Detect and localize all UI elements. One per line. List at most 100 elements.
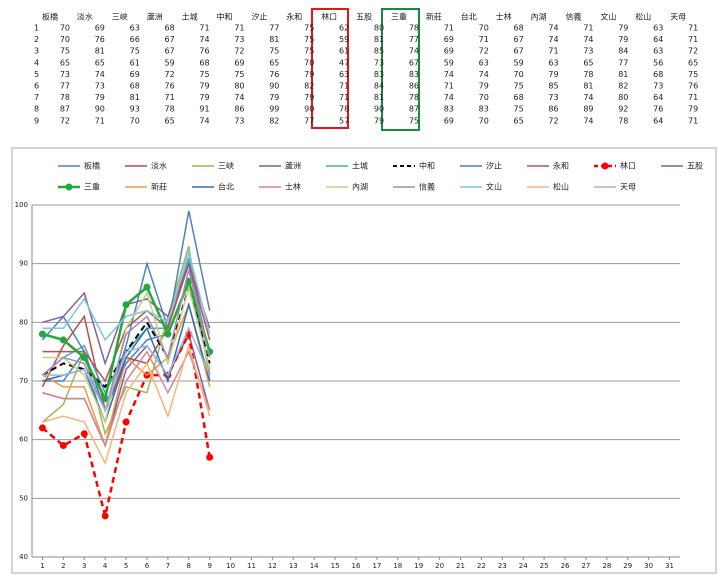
table-cell: 79 — [304, 70, 314, 79]
table-cell: 81 — [583, 82, 593, 91]
row-label: 8 — [34, 105, 39, 114]
table-cell: 56 — [653, 58, 663, 67]
column-header: 土城 — [182, 12, 198, 22]
column-header: 永和 — [286, 12, 302, 22]
data-point — [164, 330, 172, 338]
series-line — [42, 326, 211, 413]
x-tick-label: 7 — [166, 562, 170, 570]
table-cell: 77 — [60, 82, 70, 91]
table-cell: 76 — [688, 82, 698, 91]
series-line — [42, 249, 211, 342]
table-cell: 75 — [130, 47, 140, 56]
table-cell: 71 — [339, 82, 349, 91]
x-tick-label: 22 — [477, 562, 486, 570]
table-cell: 77 — [409, 35, 419, 44]
table-cell: 86 — [409, 82, 419, 91]
x-tick-label: 1 — [40, 562, 44, 570]
table-cell: 65 — [269, 58, 279, 67]
table-cell: 59 — [514, 58, 524, 67]
table-cell: 70 — [479, 24, 489, 33]
table-cell: 81 — [130, 93, 140, 102]
table-cell: 74 — [548, 24, 558, 33]
table-cell: 79 — [199, 82, 209, 91]
x-tick-label: 8 — [187, 562, 191, 570]
table-cell: 71 — [444, 24, 454, 33]
table-cell: 79 — [199, 93, 209, 102]
data-point — [38, 424, 46, 432]
table-cell: 86 — [548, 105, 558, 114]
legend-label: 台北 — [218, 182, 234, 192]
table-cell: 67 — [409, 58, 419, 67]
table-cell: 47 — [339, 58, 349, 67]
x-tick-label: 29 — [623, 562, 632, 570]
table-cell: 81 — [374, 35, 384, 44]
y-tick-label: 100 — [15, 201, 28, 209]
table-cell: 74 — [199, 116, 209, 125]
table-cell: 73 — [95, 82, 105, 91]
x-tick-label: 20 — [435, 562, 444, 570]
table-cell: 90 — [304, 105, 314, 114]
row-label: 9 — [34, 116, 39, 125]
y-tick-label: 50 — [19, 494, 28, 502]
table-cell: 59 — [444, 58, 454, 67]
series-line — [42, 343, 211, 466]
data-point — [38, 330, 46, 338]
legend-label: 天母 — [620, 183, 636, 192]
table-cell: 80 — [618, 93, 628, 102]
table-cell: 75 — [304, 47, 314, 56]
x-tick-label: 15 — [331, 562, 340, 570]
table-cell: 72 — [60, 116, 70, 125]
x-tick-label: 28 — [602, 562, 611, 570]
table-cell: 75 — [234, 70, 244, 79]
table-cell: 84 — [618, 47, 628, 56]
table-cell: 73 — [234, 116, 244, 125]
column-header: 天母 — [670, 13, 686, 22]
x-tick-label: 6 — [145, 562, 150, 570]
table-cell: 78 — [618, 116, 628, 125]
data-point — [122, 418, 130, 426]
table-cell: 75 — [269, 47, 279, 56]
table-cell: 82 — [304, 82, 314, 91]
x-tick-label: 5 — [124, 562, 128, 570]
table-cell: 81 — [269, 35, 279, 44]
table-cell: 78 — [583, 70, 593, 79]
column-header: 三重 — [391, 12, 407, 22]
data-point — [122, 301, 130, 309]
table-cell: 63 — [653, 24, 663, 33]
series-line — [42, 349, 211, 448]
data-point — [59, 336, 67, 344]
legend-label: 士林 — [285, 182, 301, 192]
x-tick-label: 21 — [456, 562, 465, 570]
table-cell: 79 — [374, 116, 384, 125]
table-cell: 71 — [199, 24, 209, 33]
table-cell: 67 — [514, 47, 524, 56]
table-cell: 79 — [269, 93, 279, 102]
row-label: 4 — [34, 58, 39, 67]
table-cell: 68 — [130, 82, 140, 91]
column-header: 內湖 — [531, 13, 547, 22]
table-cell: 75 — [60, 47, 70, 56]
table-cell: 64 — [653, 116, 663, 125]
table-cell: 71 — [339, 93, 349, 102]
legend-label: 蘆洲 — [285, 161, 301, 171]
x-tick-label: 9 — [207, 562, 211, 570]
row-label: 3 — [34, 47, 39, 56]
table-cell: 59 — [165, 58, 175, 67]
data-point — [101, 395, 109, 403]
table-cell: 73 — [583, 47, 593, 56]
legend-label: 內湖 — [352, 183, 368, 192]
x-tick-label: 14 — [310, 562, 319, 570]
table-cell: 64 — [653, 35, 663, 44]
x-tick-label: 3 — [82, 562, 86, 570]
column-header: 文山 — [600, 12, 616, 22]
table-cell: 82 — [269, 116, 279, 125]
table-cell: 79 — [479, 82, 489, 91]
table-cell: 70 — [60, 24, 70, 33]
table-cell: 63 — [339, 70, 349, 79]
table-cell: 69 — [444, 35, 454, 44]
y-tick-label: 60 — [19, 436, 28, 444]
table-cell: 75 — [409, 116, 419, 125]
table-cell: 64 — [653, 93, 663, 102]
legend-label: 松山 — [553, 182, 569, 192]
